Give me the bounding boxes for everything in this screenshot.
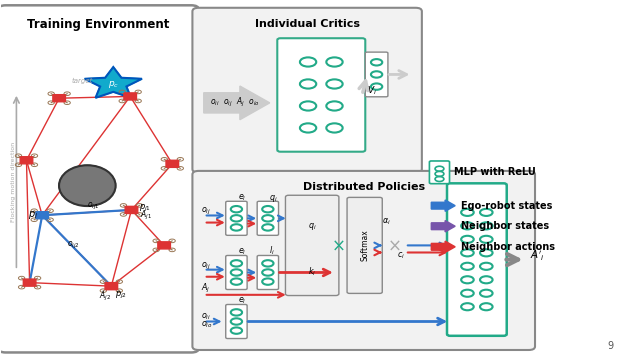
Text: $e_i$: $e_i$ [238,247,246,257]
FancyBboxPatch shape [124,93,137,100]
Text: Distributed Policies: Distributed Policies [302,182,425,192]
Text: $A_{j1}$: $A_{j1}$ [140,208,152,221]
Text: $A_{j2}$: $A_{j2}$ [99,290,111,303]
Text: $o_{ij2}$: $o_{ij2}$ [67,240,80,251]
Text: $A_j$: $A_j$ [200,282,210,294]
Text: Softmax: Softmax [360,230,369,261]
FancyBboxPatch shape [0,5,198,352]
Polygon shape [432,200,455,211]
Text: $o_{ii}$: $o_{ii}$ [200,312,210,322]
FancyBboxPatch shape [285,195,339,295]
Text: Neighbor actions: Neighbor actions [461,242,556,252]
Polygon shape [84,67,142,98]
Text: 9: 9 [607,341,614,351]
FancyBboxPatch shape [166,160,178,167]
Text: Individual Critics: Individual Critics [255,19,360,29]
Text: MLP with ReLU: MLP with ReLU [454,167,536,177]
FancyBboxPatch shape [347,197,382,293]
Text: $c_i$: $c_i$ [397,251,404,261]
FancyBboxPatch shape [257,256,278,289]
Text: $o_{ij}$: $o_{ij}$ [200,206,210,218]
FancyBboxPatch shape [125,206,138,214]
FancyBboxPatch shape [20,157,33,164]
Ellipse shape [59,165,115,206]
Text: $q_i$: $q_i$ [308,221,316,232]
FancyBboxPatch shape [105,283,118,290]
Text: $k_i$: $k_i$ [308,265,316,278]
Polygon shape [432,221,455,232]
Text: $\times$: $\times$ [387,236,401,255]
Text: $\alpha_i$: $\alpha_i$ [382,217,391,227]
Text: $V_i$: $V_i$ [367,84,377,97]
Text: $\boldsymbol{p_c}$: $\boldsymbol{p_c}$ [108,79,119,90]
Text: $\boldsymbol{p_{j2}}$: $\boldsymbol{p_{j2}}$ [115,289,127,300]
FancyBboxPatch shape [192,171,535,350]
Text: target: target [71,78,93,84]
FancyBboxPatch shape [365,52,388,97]
Text: $\times$: $\times$ [331,236,345,255]
FancyBboxPatch shape [277,38,365,152]
FancyBboxPatch shape [226,304,247,339]
FancyBboxPatch shape [226,201,247,235]
FancyBboxPatch shape [192,8,422,173]
Text: $\boldsymbol{p_i}$: $\boldsymbol{p_i}$ [28,209,38,221]
Text: $e_i$: $e_i$ [238,296,246,306]
Text: $l_i$: $l_i$ [269,245,275,257]
Text: $e_i$: $e_i$ [238,193,246,203]
Text: $A'_i$: $A'_i$ [530,249,545,263]
Text: $o_{ij}$: $o_{ij}$ [200,261,210,272]
Text: Training Environment: Training Environment [27,19,169,31]
Text: $\boldsymbol{o_{ii}}$  $\boldsymbol{o_{ij}}$  $\boldsymbol{A_j}$  $\boldsymbol{o: $\boldsymbol{o_{ii}}$ $\boldsymbol{o_{ij… [210,96,260,109]
Polygon shape [432,241,455,252]
FancyBboxPatch shape [23,279,36,286]
FancyBboxPatch shape [226,256,247,289]
Text: Flocking motion direction: Flocking motion direction [11,141,16,221]
FancyBboxPatch shape [53,95,66,102]
Text: Ego-robot states: Ego-robot states [461,201,553,211]
Text: $\boldsymbol{p_{j1}}$: $\boldsymbol{p_{j1}}$ [139,203,151,214]
Text: $q_i$: $q_i$ [269,193,278,204]
Text: Neighbor states: Neighbor states [461,221,549,231]
FancyBboxPatch shape [447,183,507,336]
Text: $o_{io}$: $o_{io}$ [200,320,212,330]
Polygon shape [203,86,270,120]
FancyBboxPatch shape [158,242,171,249]
Text: $o_{ij1}$: $o_{ij1}$ [87,201,100,212]
FancyBboxPatch shape [430,161,450,184]
FancyBboxPatch shape [257,201,278,235]
FancyBboxPatch shape [36,212,49,219]
